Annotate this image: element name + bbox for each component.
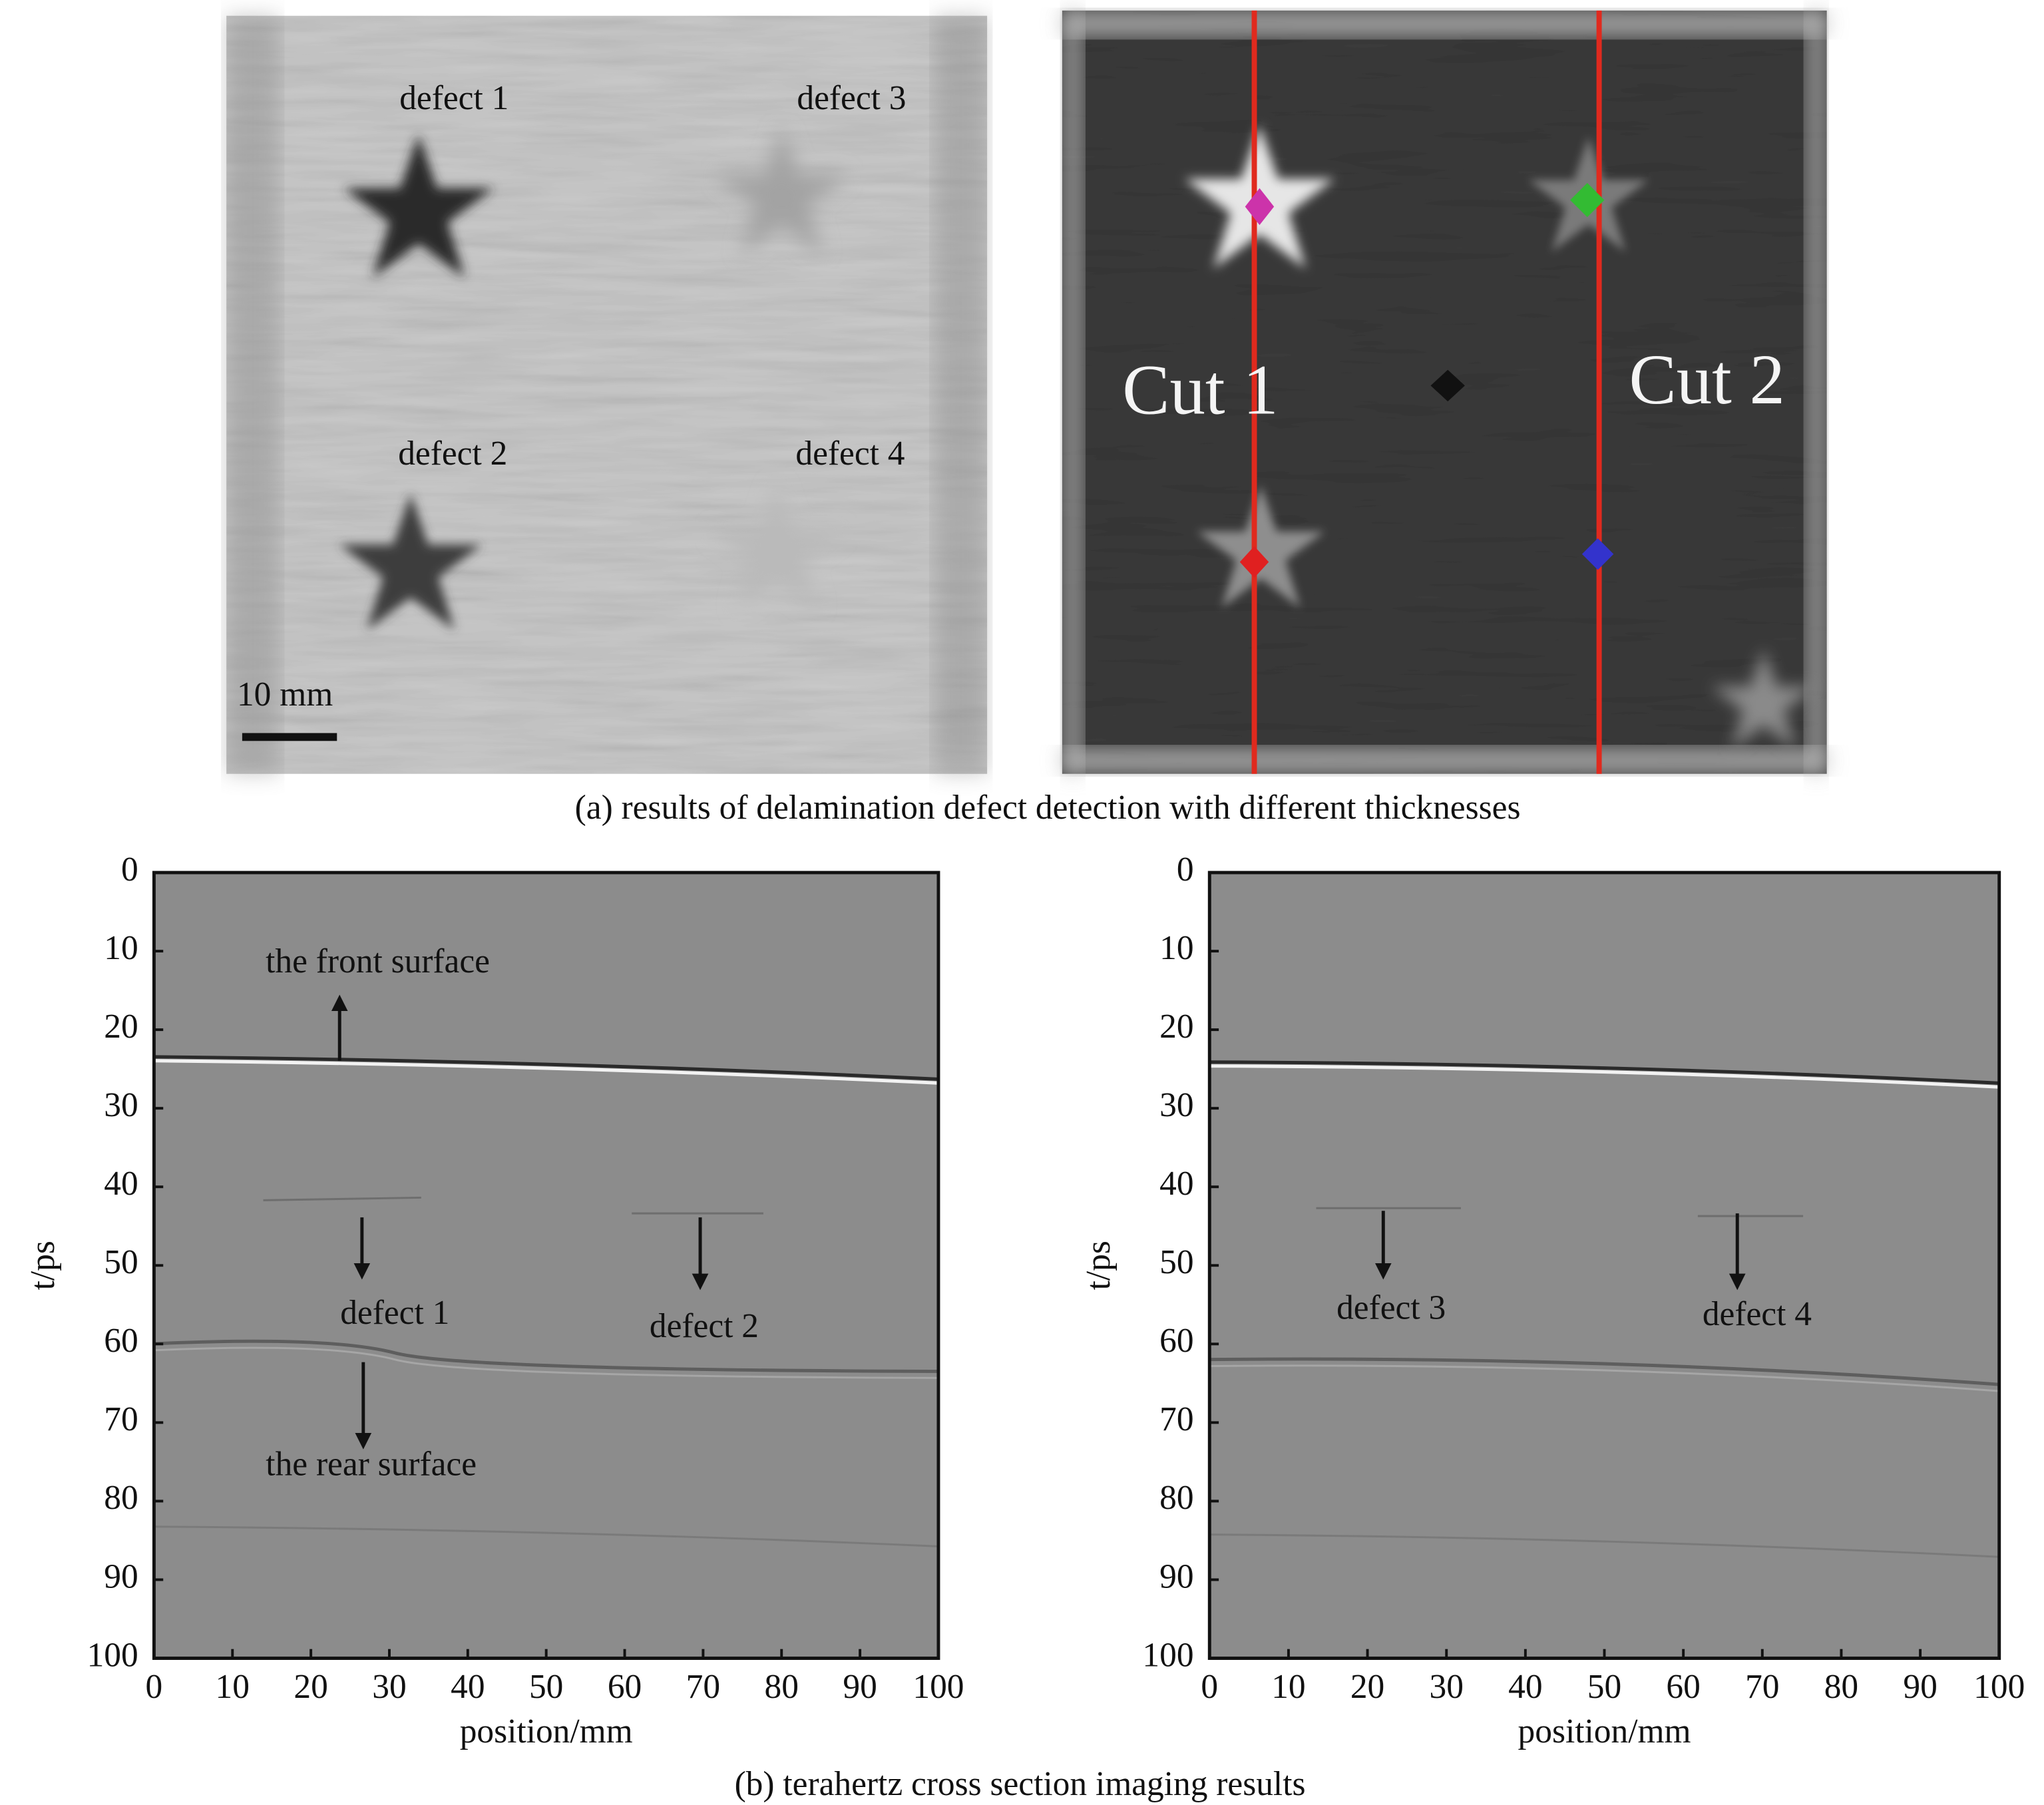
x-tick-label: 80 <box>1824 1668 1858 1706</box>
x-tick-label: 0 <box>1201 1668 1218 1706</box>
marker <box>1239 546 1269 578</box>
image-a-left: defect 1 defect 3 defect 2 defect 4 10 m… <box>226 15 988 774</box>
x-tick-label: 60 <box>608 1668 642 1706</box>
y-tick-label: 100 <box>1142 1636 1193 1674</box>
x-tick-label: 80 <box>765 1668 799 1706</box>
y-axis-label: t/ps <box>1080 1241 1118 1290</box>
scale-bar <box>242 733 337 741</box>
x-tick-label: 60 <box>1666 1668 1700 1706</box>
defect-label: defect 3 <box>797 79 906 117</box>
x-tick-label: 20 <box>1350 1668 1384 1706</box>
section-image <box>1209 873 1999 1659</box>
y-tick-label: 0 <box>121 851 138 889</box>
y-tick-label: 100 <box>87 1636 138 1674</box>
cut-label: Cut 2 <box>1629 341 1785 419</box>
y-tick-label: 30 <box>1159 1086 1193 1124</box>
y-tick-label: 40 <box>104 1165 138 1203</box>
y-tick-label: 40 <box>1159 1165 1193 1203</box>
x-tick-label: 30 <box>1430 1668 1464 1706</box>
x-tick-label: 90 <box>1903 1668 1937 1706</box>
y-tick-label: 50 <box>104 1243 138 1281</box>
x-tick-label: 100 <box>1973 1668 2025 1706</box>
x-tick-label: 0 <box>146 1668 163 1706</box>
y-tick-label: 70 <box>104 1400 138 1438</box>
x-tick-label: 50 <box>529 1668 563 1706</box>
annotation: defect 3 <box>1336 1289 1446 1326</box>
annotation: defect 2 <box>650 1307 759 1345</box>
defect-label: defect 2 <box>398 435 507 473</box>
x-tick-label: 40 <box>1508 1668 1542 1706</box>
image-a-right: Cut 1 Cut 2 <box>1062 10 1827 774</box>
x-axis-label: position/mm <box>1518 1712 1691 1750</box>
annotation: defect 1 <box>340 1294 449 1332</box>
y-tick-label: 50 <box>1159 1243 1193 1281</box>
x-tick-label: 50 <box>1587 1668 1621 1706</box>
section-image <box>154 873 939 1659</box>
annotation: the front surface <box>266 942 490 980</box>
cut-label: Cut 1 <box>1122 351 1278 430</box>
y-tick-label: 10 <box>1159 929 1193 967</box>
y-tick-label: 30 <box>104 1086 138 1124</box>
annotation: the rear surface <box>266 1446 477 1484</box>
y-tick-label: 20 <box>1159 1008 1193 1046</box>
x-tick-label: 40 <box>451 1668 485 1706</box>
y-tick-label: 20 <box>104 1008 138 1046</box>
x-tick-label: 70 <box>1745 1668 1779 1706</box>
y-tick-label: 80 <box>104 1479 138 1517</box>
defect-label: defect 4 <box>795 435 905 473</box>
x-tick-label: 10 <box>216 1668 250 1706</box>
y-tick-label: 10 <box>104 929 138 967</box>
x-tick-label: 20 <box>294 1668 327 1706</box>
marker <box>1245 188 1275 226</box>
y-tick-label: 0 <box>1177 851 1194 889</box>
defect-label: defect 1 <box>399 79 509 117</box>
x-tick-label: 70 <box>686 1668 720 1706</box>
y-axis-label: t/ps <box>24 1241 62 1290</box>
caption: (a) results of delamination defect detec… <box>575 789 1521 827</box>
arrows <box>331 994 1746 1450</box>
x-axis-label: position/mm <box>460 1712 633 1750</box>
x-tick-label: 30 <box>372 1668 406 1706</box>
y-tick-label: 70 <box>1159 1400 1193 1438</box>
y-tick-label: 60 <box>104 1322 138 1360</box>
y-tick-label: 60 <box>1159 1322 1193 1360</box>
caption: (b) terahertz cross section imaging resu… <box>735 1765 1306 1803</box>
y-tick-label: 90 <box>104 1557 138 1595</box>
x-tick-label: 10 <box>1271 1668 1305 1706</box>
y-tick-label: 80 <box>1159 1479 1193 1517</box>
x-tick-label: 90 <box>843 1668 877 1706</box>
y-tick-label: 90 <box>1159 1557 1193 1595</box>
x-tick-label: 100 <box>913 1668 964 1706</box>
annotation: defect 4 <box>1703 1295 1812 1333</box>
scale-bar-label: 10 mm <box>237 676 333 713</box>
